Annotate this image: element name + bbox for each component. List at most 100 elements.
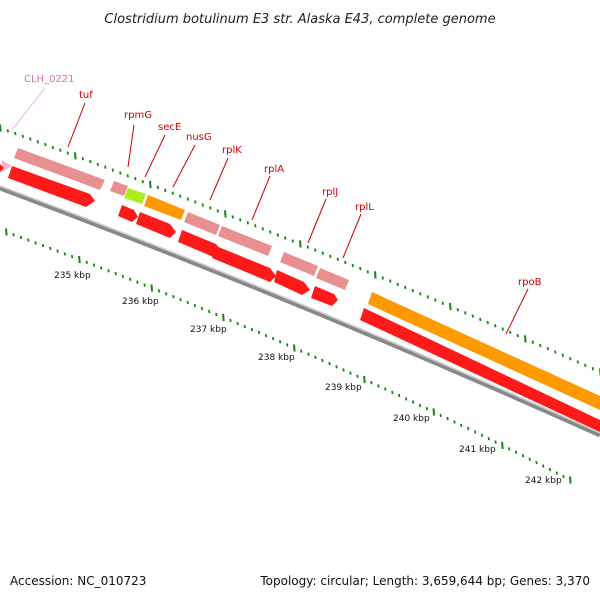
minor-tick — [531, 340, 534, 344]
minor-tick — [411, 400, 415, 404]
cds-rpmG-outer[interactable] — [110, 181, 128, 196]
gene-label-clh0221[interactable]: CLH_0221 — [24, 74, 75, 85]
minor-tick — [328, 361, 331, 366]
gene-label-rpoB[interactable]: rpoB — [518, 277, 542, 288]
minor-tick — [44, 142, 47, 147]
leader-rplJ — [307, 198, 327, 244]
cds-tuf[interactable] — [8, 166, 95, 207]
minor-tick — [216, 209, 219, 213]
minor-tick — [119, 171, 122, 175]
cds-nusG[interactable] — [178, 230, 222, 258]
genome-backbone-highlight — [0, 185, 600, 434]
major-tick — [150, 284, 154, 292]
gene-label-rplA[interactable]: rplA — [264, 164, 284, 175]
minor-tick — [336, 257, 339, 261]
minor-tick — [441, 301, 444, 305]
minor-tick — [377, 384, 380, 388]
tick-label: 236 kbp — [122, 297, 159, 307]
minor-tick — [584, 363, 587, 367]
minor-tick — [6, 129, 9, 133]
major-tick — [524, 335, 527, 343]
minor-tick — [193, 303, 197, 308]
minor-tick — [464, 311, 467, 315]
minor-tick — [126, 174, 129, 178]
minor-tick — [389, 279, 392, 283]
tick-label: 237 kbp — [190, 325, 227, 335]
minor-tick — [157, 289, 161, 293]
minor-tick — [70, 255, 74, 259]
minor-tick — [359, 266, 362, 271]
minor-tick — [179, 194, 182, 198]
minor-tick — [141, 179, 144, 184]
minor-tick — [143, 283, 146, 287]
major-tick — [363, 375, 366, 384]
minor-tick — [569, 357, 572, 361]
minor-tick — [314, 355, 317, 359]
minor-tick — [59, 148, 62, 152]
minor-tick — [172, 295, 175, 299]
cds-rpoB-outer[interactable] — [368, 292, 600, 410]
cds-rpmG[interactable] — [118, 205, 138, 222]
minor-tick — [366, 270, 369, 274]
cds-rplJ[interactable] — [274, 270, 310, 295]
leader-secE — [144, 134, 166, 178]
major-tick — [449, 302, 452, 311]
minor-tick — [250, 327, 254, 332]
gene-labels: CLH_0221 tuf rpmG secE nusG rplK rplA rp… — [24, 74, 542, 288]
minor-tick — [494, 440, 497, 444]
major-tick — [432, 408, 436, 416]
gene-label-rpmG[interactable]: rpmG — [124, 110, 152, 121]
minor-tick — [456, 308, 459, 312]
cds-rplL[interactable] — [311, 286, 338, 306]
minor-tick — [307, 352, 310, 356]
minor-tick — [370, 381, 373, 385]
cds-nusG-outer[interactable] — [144, 195, 185, 220]
minor-tick — [561, 353, 564, 357]
minor-tick — [404, 285, 407, 290]
minor-tick — [486, 320, 489, 325]
minor-tick — [239, 218, 242, 222]
cds-a[interactable] — [0, 164, 4, 172]
minor-tick — [261, 227, 264, 231]
minor-tick — [164, 188, 167, 192]
cds-rplA-outer[interactable] — [218, 226, 272, 256]
cds-clh0221[interactable] — [2, 160, 12, 172]
cds-secE[interactable] — [136, 212, 176, 238]
minor-tick — [548, 467, 552, 472]
major-tick — [293, 344, 296, 352]
minor-tick — [473, 430, 477, 434]
minor-tick — [279, 340, 282, 344]
minor-tick — [215, 312, 218, 317]
gene-label-nusG[interactable]: nusG — [186, 132, 212, 143]
minor-tick — [104, 165, 107, 169]
gene-leader-lines — [11, 87, 529, 335]
minor-tick — [200, 306, 204, 311]
cds-rplK-outer[interactable] — [184, 212, 220, 235]
minor-tick — [418, 403, 422, 408]
minor-tick — [107, 269, 110, 273]
minor-tick — [396, 282, 399, 286]
minor-tick — [562, 474, 565, 479]
cds-rplK[interactable] — [212, 246, 276, 282]
cds-rpoB[interactable] — [360, 308, 600, 432]
gene-label-rplJ[interactable]: rplJ — [322, 187, 338, 198]
tick-label: 242 kbp — [525, 476, 562, 486]
minor-tick — [411, 288, 414, 293]
minor-tick — [21, 134, 24, 138]
cds-tuf-outer[interactable] — [14, 148, 105, 190]
cds-rplJ-outer[interactable] — [280, 252, 318, 276]
genome-summary: Topology: circular; Length: 3,659,644 bp… — [260, 574, 590, 588]
minor-tick — [555, 471, 558, 475]
gene-label-tuf[interactable]: tuf — [79, 90, 93, 101]
cds-secE-outer[interactable] — [124, 188, 146, 204]
gene-label-rplL[interactable]: rplL — [355, 202, 374, 213]
minor-tick — [257, 330, 261, 335]
gene-label-rplK[interactable]: rplK — [222, 145, 242, 156]
minor-tick — [349, 371, 352, 375]
tick-label: 241 kbp — [459, 445, 496, 455]
cds-rplL-outer[interactable] — [316, 268, 349, 290]
minor-tick — [100, 266, 103, 270]
minor-tick — [236, 321, 239, 326]
gene-label-secE[interactable]: secE — [158, 122, 181, 133]
minor-tick — [467, 426, 470, 431]
